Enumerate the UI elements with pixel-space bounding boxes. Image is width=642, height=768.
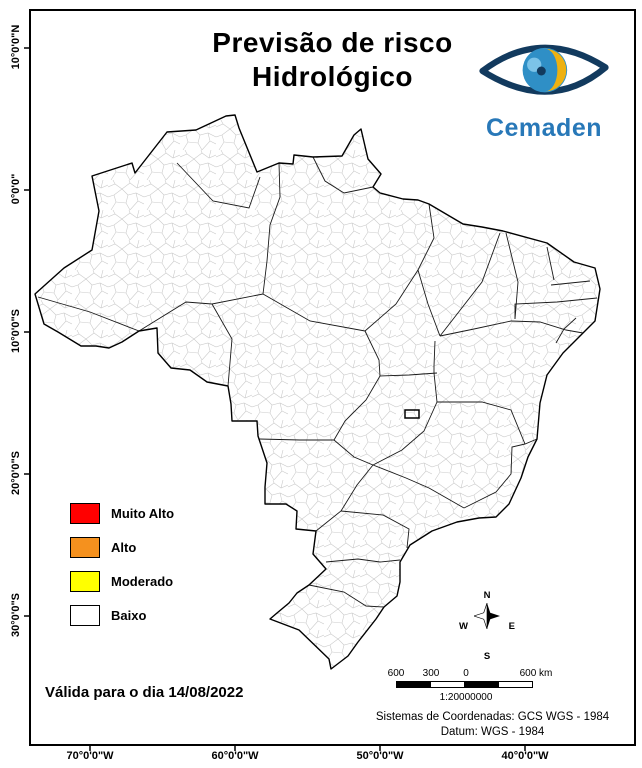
scale-label-600-right: 600 km [519, 668, 553, 679]
scale-bar: 600 300 0 600 km 1:20000000 [388, 668, 590, 704]
legend-swatch-muito-alto [70, 503, 100, 524]
projection-line2: Datum: WGS - 1984 [440, 725, 545, 738]
cemaden-eye-icon [479, 44, 609, 95]
legend-label-moderado: Moderado [111, 574, 174, 589]
scale-label-300: 300 [422, 668, 440, 679]
projection-info: Sistemas de Coordenadas: GCS WGS - 1984 … [350, 710, 635, 740]
lon-axis-label: 50°0'0"W [356, 750, 404, 762]
compass-north-label: N [483, 590, 491, 601]
validity-note: Válida para o dia 14/08/2022 [45, 684, 244, 701]
legend-item-muito-alto: Muito Alto [70, 503, 174, 524]
scale-label-600-left: 600 [387, 668, 405, 679]
lon-axis-label: 40°0'0"W [501, 750, 549, 762]
north-arrow-icon [474, 603, 500, 629]
legend-label-baixo: Baixo [111, 608, 147, 623]
legend-label-muito-alto: Muito Alto [111, 506, 175, 521]
lat-axis-label: 30°0'0"S [10, 592, 22, 638]
legend-item-moderado: Moderado [70, 571, 174, 592]
compass-south-label: S [483, 651, 491, 662]
scale-bar-segments [396, 681, 533, 688]
risk-legend: Muito Alto Alto Moderado Baixo [70, 503, 174, 639]
legend-item-baixo: Baixo [70, 605, 174, 626]
logo-wordmark: Cemaden [485, 114, 603, 142]
lon-axis-label: 60°0'0"W [211, 750, 259, 762]
legend-item-alto: Alto [70, 537, 174, 558]
page-title-line1: Previsão de risco [212, 27, 453, 58]
scale-segment [396, 681, 431, 688]
axis-ticks [24, 47, 526, 751]
compass-rose: N S W E [457, 590, 517, 662]
page-title-line2: Hidrológico [251, 61, 414, 93]
legend-swatch-alto [70, 537, 100, 558]
scale-segment [430, 681, 465, 688]
compass-west-label: W [459, 621, 468, 632]
scale-segment [464, 681, 499, 688]
scale-label-0: 0 [463, 668, 469, 679]
map-frame [29, 9, 636, 746]
state-borders [37, 156, 598, 608]
lat-axis-label: 20°0'0"S [10, 450, 22, 496]
scale-segment [498, 681, 533, 688]
cemaden-logo: Cemaden [468, 30, 620, 143]
compass-east-label: E [508, 621, 515, 632]
legend-swatch-baixo [70, 605, 100, 626]
projection-line1: Sistemas de Coordenadas: GCS WGS - 1984 [375, 711, 610, 723]
legend-label-alto: Alto [111, 540, 137, 555]
lat-axis-label: 10°0'0"N [10, 24, 22, 70]
lon-axis-label: 70°0'0"W [66, 750, 114, 762]
legend-swatch-moderado [70, 571, 100, 592]
lat-axis-label: 0°0'0" [10, 173, 22, 205]
scale-ratio: 1:20000000 [439, 692, 493, 703]
page-title: Previsão de risco Hidrológico [30, 26, 635, 94]
lat-axis-label: 10°0'0"S [10, 308, 22, 354]
federal-district-outline [404, 409, 420, 419]
